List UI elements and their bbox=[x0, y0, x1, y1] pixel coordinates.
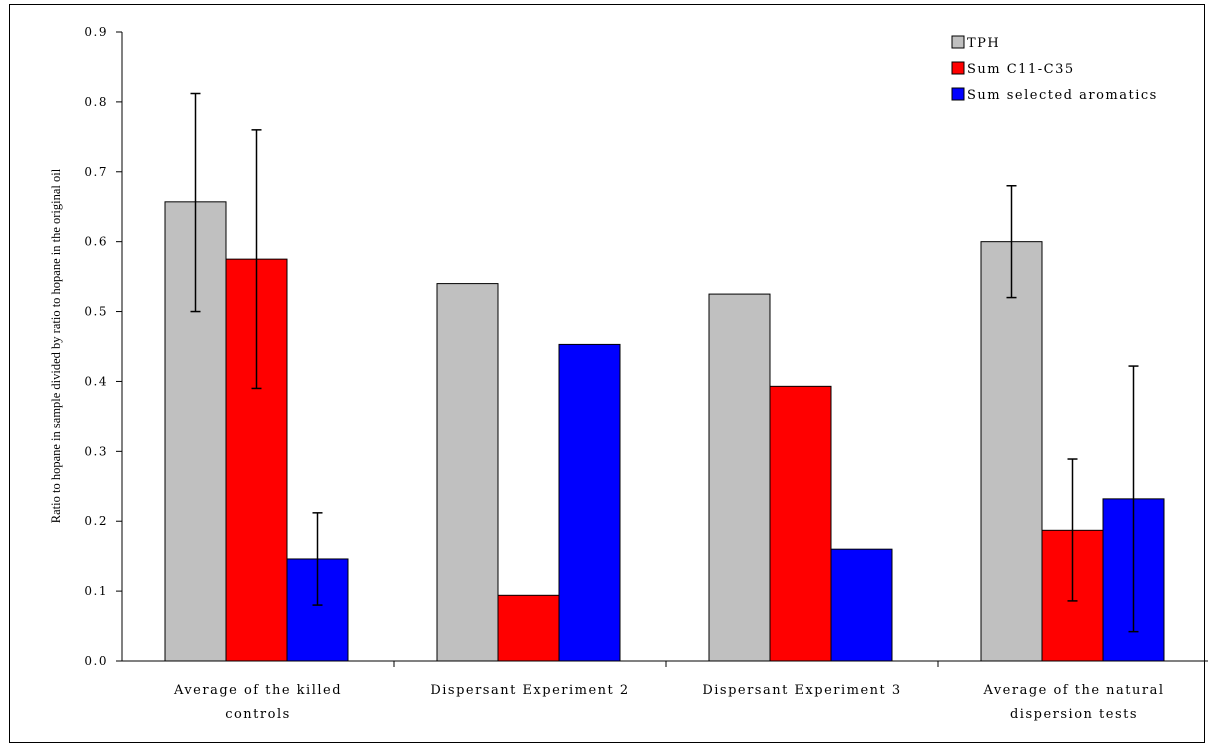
y-axis-label: Ratio to hopane in sample divided by rat… bbox=[49, 168, 63, 523]
y-tick-label: 0.4 bbox=[84, 374, 108, 388]
y-tick-label: 0.7 bbox=[84, 165, 108, 179]
category-label: Dispersant Experiment 3 bbox=[702, 683, 901, 698]
bar-sum-c11-c35 bbox=[497, 594, 560, 662]
bar-sum-c11-c35 bbox=[769, 385, 832, 662]
bar-tph bbox=[980, 241, 1043, 662]
category-label: Average of the natural bbox=[982, 683, 1164, 698]
category-label: controls bbox=[225, 707, 291, 722]
legend-label: Sum selected aromatics bbox=[967, 88, 1158, 103]
chart-frame bbox=[9, 4, 1205, 743]
y-tick-label: 0.8 bbox=[84, 95, 108, 109]
y-tick-label: 0.3 bbox=[84, 444, 108, 458]
y-tick-label: 0.9 bbox=[84, 25, 108, 39]
bar-tph bbox=[436, 283, 499, 662]
y-tick-label: 0.6 bbox=[84, 235, 108, 249]
y-tick-label: 0.1 bbox=[84, 584, 108, 598]
legend-label: TPH bbox=[967, 36, 1000, 51]
bar-tph bbox=[708, 293, 771, 662]
legend-swatch bbox=[951, 87, 965, 101]
category-label: Dispersant Experiment 2 bbox=[430, 683, 629, 698]
category-label: Average of the killed bbox=[173, 683, 342, 698]
y-tick-label: 0.5 bbox=[84, 305, 108, 319]
legend-swatch bbox=[951, 35, 965, 49]
y-tick-label: 0.2 bbox=[84, 514, 108, 528]
category-label: dispersion tests bbox=[1010, 707, 1138, 722]
y-tick-label: 0.0 bbox=[84, 654, 108, 668]
bar-sum-selected-aromatics bbox=[558, 343, 621, 662]
legend-swatch bbox=[951, 61, 965, 75]
bar-sum-selected-aromatics bbox=[830, 548, 893, 662]
legend-label: Sum C11-C35 bbox=[967, 62, 1075, 77]
